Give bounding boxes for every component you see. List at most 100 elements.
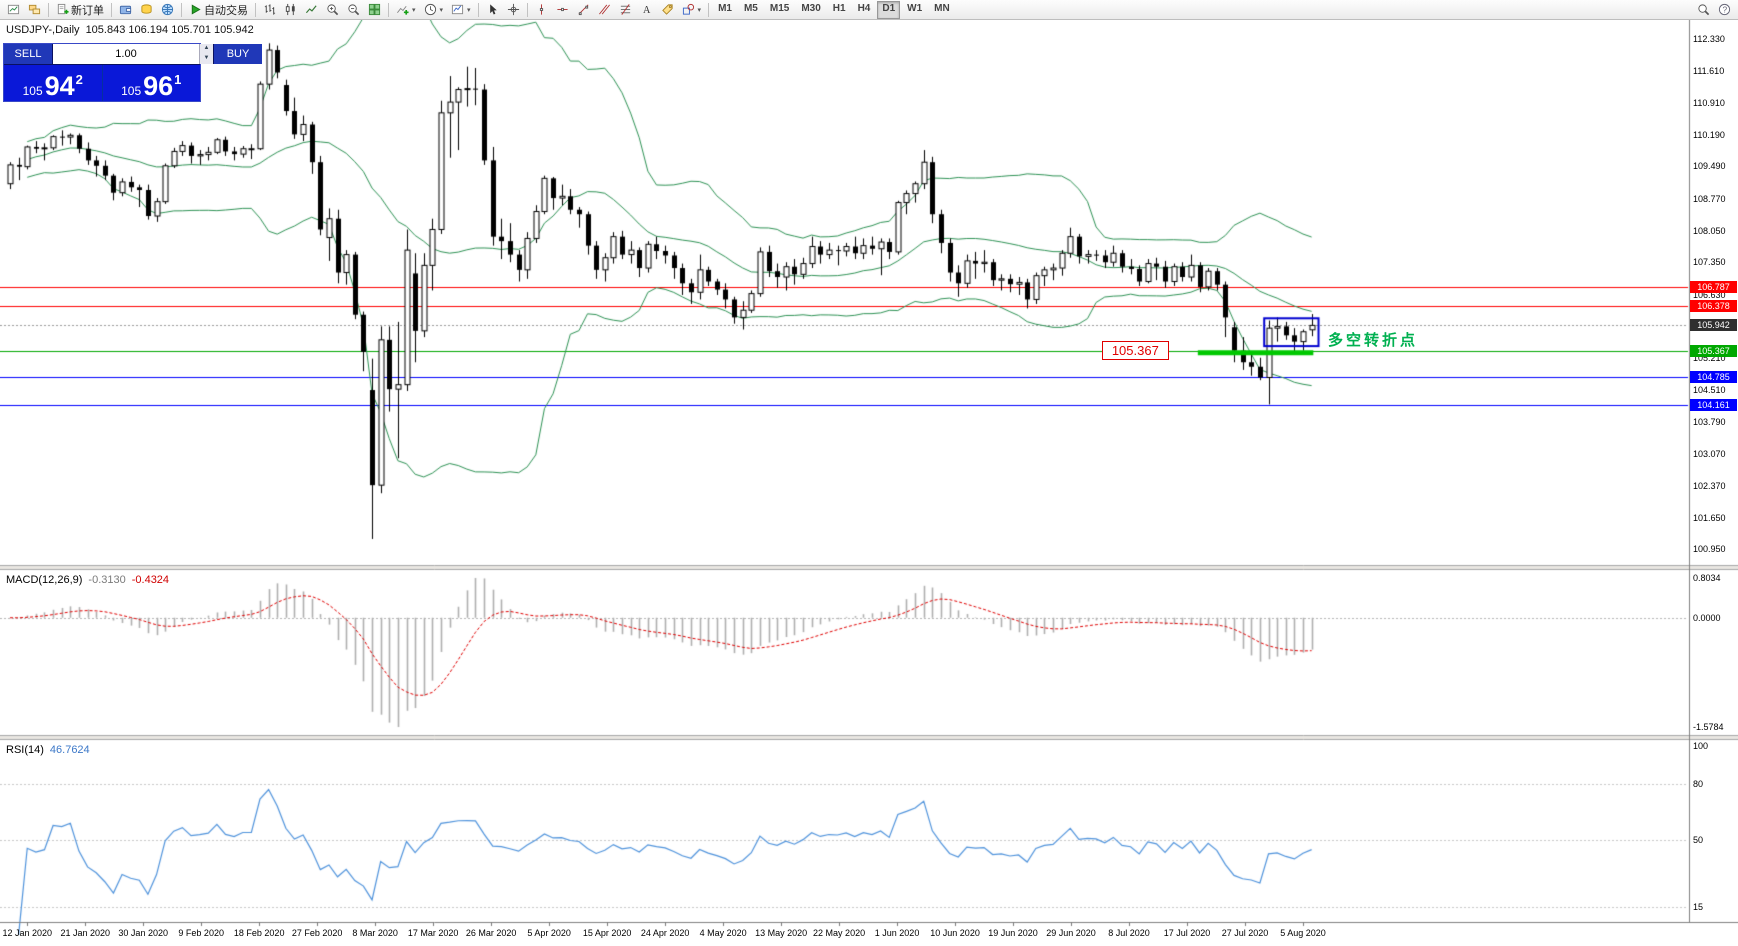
search-button[interactable] xyxy=(1693,0,1714,20)
new-order-button[interactable]: 新订单 xyxy=(52,0,108,20)
search-icon xyxy=(1697,3,1710,16)
chart-canvas[interactable] xyxy=(0,20,1738,946)
cursor-icon xyxy=(486,3,499,16)
toolbar: 新订单 自动交易 ▾ ▾ ▾ A ▾ M1 M5 M15 M30 H1 H4 D1 W1 MN? xyxy=(0,0,1738,20)
zoom-in-button[interactable] xyxy=(322,0,343,20)
buy-button[interactable]: BUY xyxy=(214,44,262,64)
bar-chart-mode-button[interactable] xyxy=(259,0,280,20)
volume-decrease-button[interactable]: ▼ xyxy=(200,54,213,64)
coins-icon xyxy=(140,3,153,16)
toolbar-separator xyxy=(255,2,256,17)
zoom-in-icon xyxy=(326,3,339,16)
new-chart-button[interactable] xyxy=(3,0,24,20)
candles-icon xyxy=(284,3,297,16)
vertical-line-button[interactable] xyxy=(531,0,552,20)
label-icon xyxy=(661,3,674,16)
globe-button[interactable] xyxy=(157,0,178,20)
linechart-icon xyxy=(305,3,318,16)
chevron-down-icon: ▾ xyxy=(467,6,471,14)
text-label-button[interactable] xyxy=(657,0,678,20)
macd-name: MACD(12,26,9) xyxy=(6,574,83,586)
order-doc-icon xyxy=(56,3,69,16)
fibo-icon xyxy=(619,3,632,16)
crosshair-button[interactable] xyxy=(503,0,524,20)
toolbar-separator xyxy=(477,2,479,17)
macd-indicator-label: MACD(12,26,9) -0.3130 -0.4324 xyxy=(6,574,169,586)
tile-windows-button[interactable] xyxy=(364,0,385,20)
timeframe-w1-button[interactable]: W1 xyxy=(907,2,923,14)
coins-button[interactable] xyxy=(136,0,157,20)
chevron-down-icon: ▾ xyxy=(697,6,702,14)
equidistant-channel-button[interactable] xyxy=(594,0,615,20)
clock-icon xyxy=(424,3,437,16)
macd-signal-value: -0.4324 xyxy=(131,574,170,586)
templates-button[interactable]: ▾ xyxy=(447,0,475,20)
bars-icon xyxy=(263,3,276,16)
help-icon: ? xyxy=(1718,3,1731,16)
trendline-button[interactable] xyxy=(573,0,594,20)
toolbar-separator xyxy=(48,2,49,17)
periods-button[interactable]: ▾ xyxy=(420,0,448,20)
volume-spinner: ▲ ▼ xyxy=(199,44,213,64)
buy-price-button[interactable]: 105 96 1 xyxy=(102,65,200,102)
candlestick-mode-button[interactable] xyxy=(280,0,301,20)
profiles-icon xyxy=(28,3,41,16)
hline-icon xyxy=(556,3,569,16)
shapes-button[interactable]: ▾ xyxy=(678,0,706,20)
buy-price-pips: 96 xyxy=(143,71,174,102)
sell-price-point: 2 xyxy=(75,72,83,87)
toolbar-separator xyxy=(388,2,389,17)
auto-trading-button[interactable]: 自动交易 xyxy=(185,0,252,20)
tline-icon xyxy=(577,3,590,16)
line-chart-mode-button[interactable] xyxy=(301,0,322,20)
shapes-icon xyxy=(682,3,695,16)
ohlc-values: 105.843 106.194 105.701 105.942 xyxy=(85,24,254,36)
sell-price-pips: 94 xyxy=(44,71,75,102)
indicators-button[interactable]: ▾ xyxy=(392,0,420,20)
timeframe-m30-button[interactable]: M30 xyxy=(801,2,821,14)
timeframe-m5-button[interactable]: M5 xyxy=(743,2,758,14)
volume-field: ▲ ▼ xyxy=(52,44,214,64)
wallet-button[interactable] xyxy=(115,0,136,20)
toolbar-separator xyxy=(708,2,710,17)
toolbar-separator xyxy=(181,2,182,17)
chevron-down-icon: ▾ xyxy=(439,6,444,14)
channel-icon xyxy=(598,3,611,16)
toolbar-right-group: ? xyxy=(1693,0,1735,20)
volume-increase-button[interactable]: ▲ xyxy=(200,44,213,54)
globe-icon xyxy=(161,3,174,16)
rsi-indicator-label: RSI(14) 46.7624 xyxy=(6,744,90,756)
macd-main-value: -0.3130 xyxy=(88,574,126,586)
symbol-period-label: USDJPY-,Daily xyxy=(6,24,80,36)
chevron-down-icon: ▾ xyxy=(412,6,416,14)
horizontal-line-button[interactable] xyxy=(552,0,573,20)
volume-input[interactable] xyxy=(53,44,199,64)
timeframe-d1-button[interactable]: D1 xyxy=(877,0,901,19)
sell-button[interactable]: SELL xyxy=(4,44,52,64)
zoom-out-button[interactable] xyxy=(343,0,364,20)
toolbar-separator xyxy=(111,2,112,17)
vline-icon xyxy=(535,3,548,16)
svg-text:A: A xyxy=(643,5,651,16)
timeframe-h4-button[interactable]: H4 xyxy=(857,2,871,14)
sell-price-button[interactable]: 105 94 2 xyxy=(4,65,103,101)
buy-price-prefix: 105 xyxy=(121,83,142,98)
toolbar-separator xyxy=(526,2,528,17)
buy-price-point: 1 xyxy=(174,72,182,87)
auto-trading-label: 自动交易 xyxy=(204,4,248,17)
new-chart-icon xyxy=(7,3,20,16)
template-icon xyxy=(451,3,464,16)
fibonacci-retracement-button[interactable] xyxy=(615,0,636,20)
wallet-icon xyxy=(119,3,132,16)
timeframe-h1-button[interactable]: H1 xyxy=(832,2,846,14)
timeframe-m15-button[interactable]: M15 xyxy=(769,2,790,14)
indicators-icon xyxy=(396,3,409,16)
profiles-button[interactable] xyxy=(24,0,45,20)
cursor-button[interactable] xyxy=(482,0,503,20)
timeframe-m1-button[interactable]: M1 xyxy=(718,2,732,14)
text-button[interactable]: A xyxy=(636,0,657,20)
timeframe-mn-button[interactable]: MN xyxy=(934,2,950,14)
rsi-value: 46.7624 xyxy=(49,744,90,756)
help-button[interactable]: ? xyxy=(1714,0,1735,20)
